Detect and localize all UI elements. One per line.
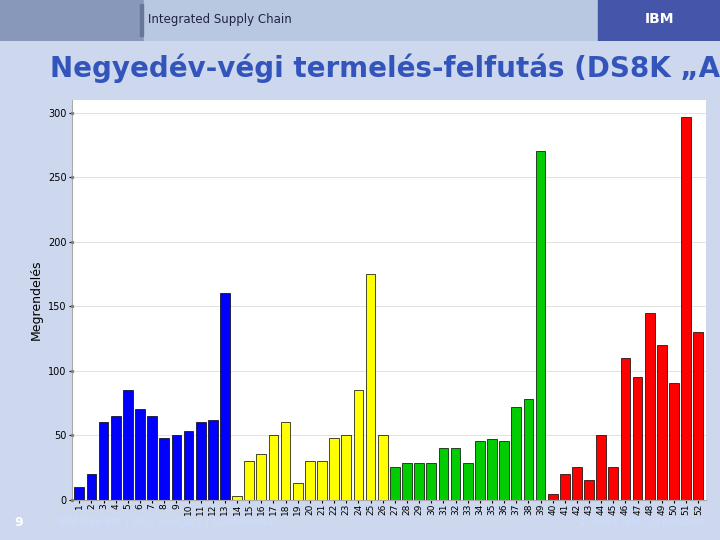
Bar (487, 439, 497, 500)
Bar (208, 420, 217, 500)
Text: Negyedév-végi termelés-felfutás (DS8K „A” Box): Negyedév-végi termelés-felfutás (DS8K „A… (50, 54, 720, 83)
Bar (366, 274, 375, 500)
Bar (354, 390, 364, 500)
Bar (378, 435, 387, 500)
Text: Integrated Supply Chain: Integrated Supply Chain (148, 13, 292, 26)
Bar (159, 437, 169, 500)
Bar (74, 487, 84, 500)
Bar (220, 293, 230, 500)
Bar (148, 416, 157, 500)
Bar (144, 0, 598, 40)
Bar (681, 117, 691, 500)
Bar (135, 409, 145, 500)
Bar (536, 151, 545, 500)
Bar (608, 467, 618, 500)
Bar (0, 0, 144, 40)
Bar (111, 416, 120, 500)
Bar (293, 483, 302, 500)
Bar (318, 461, 327, 500)
Bar (99, 422, 109, 500)
Bar (621, 357, 630, 500)
Bar (184, 431, 194, 500)
Bar (657, 345, 667, 500)
Bar (598, 0, 720, 40)
Bar (669, 383, 679, 500)
Bar (281, 422, 290, 500)
Bar (548, 494, 557, 500)
Bar (86, 474, 96, 500)
Bar (463, 463, 472, 500)
Bar (499, 442, 509, 500)
Bar (438, 448, 449, 500)
Bar (390, 467, 400, 500)
Bar (140, 4, 143, 36)
Bar (196, 422, 205, 500)
Bar (171, 435, 181, 500)
Bar (475, 442, 485, 500)
Bar (584, 480, 594, 500)
Bar (523, 399, 534, 500)
Bar (426, 463, 436, 500)
Bar (269, 435, 279, 500)
Y-axis label: Megrendelés: Megrendelés (30, 259, 42, 340)
Bar (341, 435, 351, 500)
Bar (244, 461, 254, 500)
Text: IBM DSS Kft. | Vác, Hungary | Confidential: IBM DSS Kft. | Vác, Hungary | Confidenti… (58, 517, 275, 528)
Bar (511, 407, 521, 500)
Text: IBM: IBM (645, 12, 674, 26)
Bar (414, 463, 424, 500)
Bar (451, 448, 460, 500)
Bar (123, 390, 132, 500)
Bar (645, 313, 654, 500)
Bar (572, 467, 582, 500)
Bar (402, 463, 412, 500)
Bar (693, 332, 703, 500)
Bar (329, 437, 339, 500)
Bar (560, 474, 570, 500)
Text: 9: 9 (14, 516, 23, 529)
Bar (305, 461, 315, 500)
Bar (256, 454, 266, 500)
Bar (633, 377, 642, 500)
Text: © 2003 IBM Corporation: © 2003 IBM Corporation (578, 517, 706, 528)
Bar (596, 435, 606, 500)
Bar (233, 496, 242, 500)
